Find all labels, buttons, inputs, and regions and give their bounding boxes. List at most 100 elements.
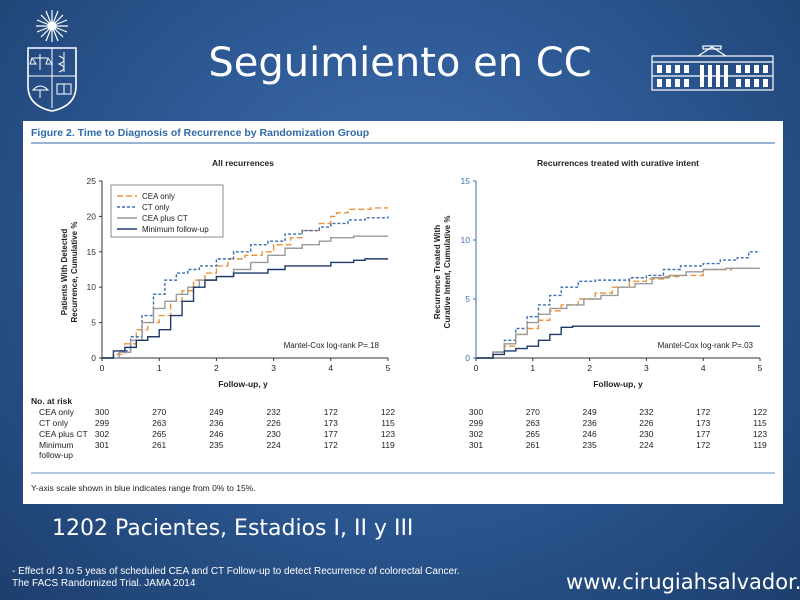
risk-row-label: CEA only bbox=[39, 407, 75, 417]
slide-subtitle: 1202 Pacientes, Estadios I, II y III bbox=[52, 516, 414, 541]
risk-cell-right: 226 bbox=[639, 418, 653, 428]
risk-cell-left: 249 bbox=[209, 407, 223, 417]
risk-cell-right: 263 bbox=[526, 418, 540, 428]
figure-footnote: Y-axis scale shown in blue indicates ran… bbox=[31, 483, 256, 493]
left-annotation: Mantel-Cox log-rank P=.18 bbox=[284, 341, 380, 350]
risk-cell-left: 226 bbox=[267, 418, 281, 428]
x-tick-label: 1 bbox=[157, 363, 162, 373]
figure-panel: Figure 2. Time to Diagnosis of Recurrenc… bbox=[23, 121, 783, 504]
x-tick-label: 2 bbox=[587, 363, 592, 373]
risk-cell-right: 123 bbox=[753, 429, 767, 439]
y-tick-label: 15 bbox=[461, 176, 471, 186]
risk-cell-left: 172 bbox=[324, 440, 338, 450]
risk-cell-right: 119 bbox=[753, 440, 767, 450]
risk-cell-right: 177 bbox=[696, 429, 710, 439]
risk-table: CEA only 300 270 249 232 172 122 300 270 249 232 17… bbox=[39, 407, 767, 460]
right-ylabel-line2: Curative Intent, Cumulative % bbox=[443, 216, 452, 329]
risk-cell-right: 173 bbox=[696, 418, 710, 428]
right-annotation: Mantel-Cox log-rank P=.03 bbox=[658, 341, 754, 350]
right-xlabel: Follow-up, y bbox=[593, 379, 643, 389]
risk-cell-right: 224 bbox=[639, 440, 653, 450]
x-tick-label: 4 bbox=[328, 363, 333, 373]
risk-cell-right: 122 bbox=[753, 407, 767, 417]
risk-cell-left: 300 bbox=[95, 407, 109, 417]
y-tick-label: 25 bbox=[87, 176, 97, 186]
reference-line-1: - Effect of 3 to 5 yeas of scheduled CEA… bbox=[12, 566, 460, 577]
x-tick-label: 2 bbox=[214, 363, 219, 373]
right-axes: 0 5 10 15 0 1 2 3 4 5 bbox=[461, 176, 763, 373]
series-line-cea-plus-ct bbox=[476, 267, 760, 359]
shield-icon bbox=[27, 47, 77, 112]
series-line-minimum-follow-up bbox=[102, 258, 388, 359]
left-ylabel-line1: Patients With Detected bbox=[60, 229, 69, 316]
y-tick-label: 10 bbox=[87, 282, 97, 292]
risk-cell-left: 122 bbox=[381, 407, 395, 417]
y-tick-label: 5 bbox=[91, 318, 96, 328]
website-url: www.cirugiahsalvador.cl bbox=[566, 570, 800, 594]
book-icon bbox=[56, 83, 72, 95]
risk-row-label: CT only bbox=[39, 418, 69, 428]
risk-table-heading: No. at risk bbox=[31, 396, 72, 406]
y-tick-label: 0 bbox=[91, 353, 96, 363]
risk-cell-left: 177 bbox=[324, 429, 338, 439]
risk-cell-left: 263 bbox=[152, 418, 166, 428]
risk-row-label: CEA plus CT bbox=[39, 429, 88, 439]
risk-cell-right: 236 bbox=[583, 418, 597, 428]
risk-cell-left: 265 bbox=[152, 429, 166, 439]
legend-label: Minimum follow-up bbox=[142, 225, 209, 234]
risk-cell-left: 299 bbox=[95, 418, 109, 428]
risk-cell-left: 246 bbox=[209, 429, 223, 439]
risk-cell-right: 301 bbox=[469, 440, 483, 450]
risk-cell-right: 172 bbox=[696, 407, 710, 417]
legend-label: CT only bbox=[142, 203, 169, 212]
risk-row-label: Minimum bbox=[39, 440, 73, 450]
right-ylabel-line1: Recurrence Treated With bbox=[433, 225, 442, 319]
risk-cell-left: 302 bbox=[95, 429, 109, 439]
x-tick-label: 3 bbox=[271, 363, 276, 373]
left-axes: 0 5 10 15 20 25 0 1 2 3 4 5 bbox=[87, 176, 391, 373]
risk-cell-left: 224 bbox=[267, 440, 281, 450]
series-line-minimum-follow-up bbox=[476, 325, 760, 359]
risk-cell-left: 119 bbox=[381, 440, 395, 450]
x-tick-label: 4 bbox=[701, 363, 706, 373]
lamp-icon bbox=[31, 85, 50, 98]
slide-title: Seguimiento en CC bbox=[208, 40, 592, 86]
left-chart-title: All recurrences bbox=[212, 158, 274, 168]
risk-cell-right: 232 bbox=[639, 407, 653, 417]
reference-citation: - Effect of 3 to 5 yeas of scheduled CEA… bbox=[12, 566, 460, 590]
caduceus-icon bbox=[57, 52, 65, 73]
left-ylabel-line2: Recurrence, Cumulative % bbox=[70, 222, 79, 323]
risk-cell-right: 265 bbox=[526, 429, 540, 439]
risk-cell-right: 261 bbox=[526, 440, 540, 450]
series-line-ct-only bbox=[102, 216, 389, 359]
risk-cell-left: 232 bbox=[267, 407, 281, 417]
risk-cell-right: 302 bbox=[469, 429, 483, 439]
risk-cell-right: 115 bbox=[753, 418, 767, 428]
risk-cell-left: 270 bbox=[152, 407, 166, 417]
y-tick-label: 20 bbox=[87, 211, 97, 221]
y-tick-label: 15 bbox=[87, 247, 97, 257]
x-tick-label: 5 bbox=[758, 363, 763, 373]
risk-cell-right: 300 bbox=[469, 407, 483, 417]
risk-cell-left: 301 bbox=[95, 440, 109, 450]
right-chart-title: Recurrences treated with curative intent bbox=[537, 158, 699, 168]
x-tick-label: 3 bbox=[644, 363, 649, 373]
series-line-ct-only bbox=[476, 251, 760, 359]
series-line-cea-only bbox=[102, 207, 388, 359]
figure-caption: Figure 2. Time to Diagnosis of Recurrenc… bbox=[31, 127, 369, 139]
y-tick-label: 0 bbox=[465, 353, 470, 363]
figure-2: Figure 2. Time to Diagnosis of Recurrenc… bbox=[31, 127, 775, 493]
risk-cell-right: 172 bbox=[696, 440, 710, 450]
risk-cell-left: 230 bbox=[267, 429, 281, 439]
right-series-lines bbox=[476, 251, 760, 359]
risk-cell-right: 270 bbox=[526, 407, 540, 417]
risk-row-label-2: follow-up bbox=[39, 450, 73, 460]
reference-line-2: The FACS Randomized Trial. JAMA 2014 bbox=[12, 578, 196, 589]
scales-icon bbox=[29, 54, 53, 70]
risk-cell-right: 230 bbox=[639, 429, 653, 439]
x-tick-label: 0 bbox=[474, 363, 479, 373]
risk-cell-right: 249 bbox=[583, 407, 597, 417]
x-tick-label: 1 bbox=[530, 363, 535, 373]
risk-cell-right: 246 bbox=[583, 429, 597, 439]
risk-cell-left: 172 bbox=[324, 407, 338, 417]
